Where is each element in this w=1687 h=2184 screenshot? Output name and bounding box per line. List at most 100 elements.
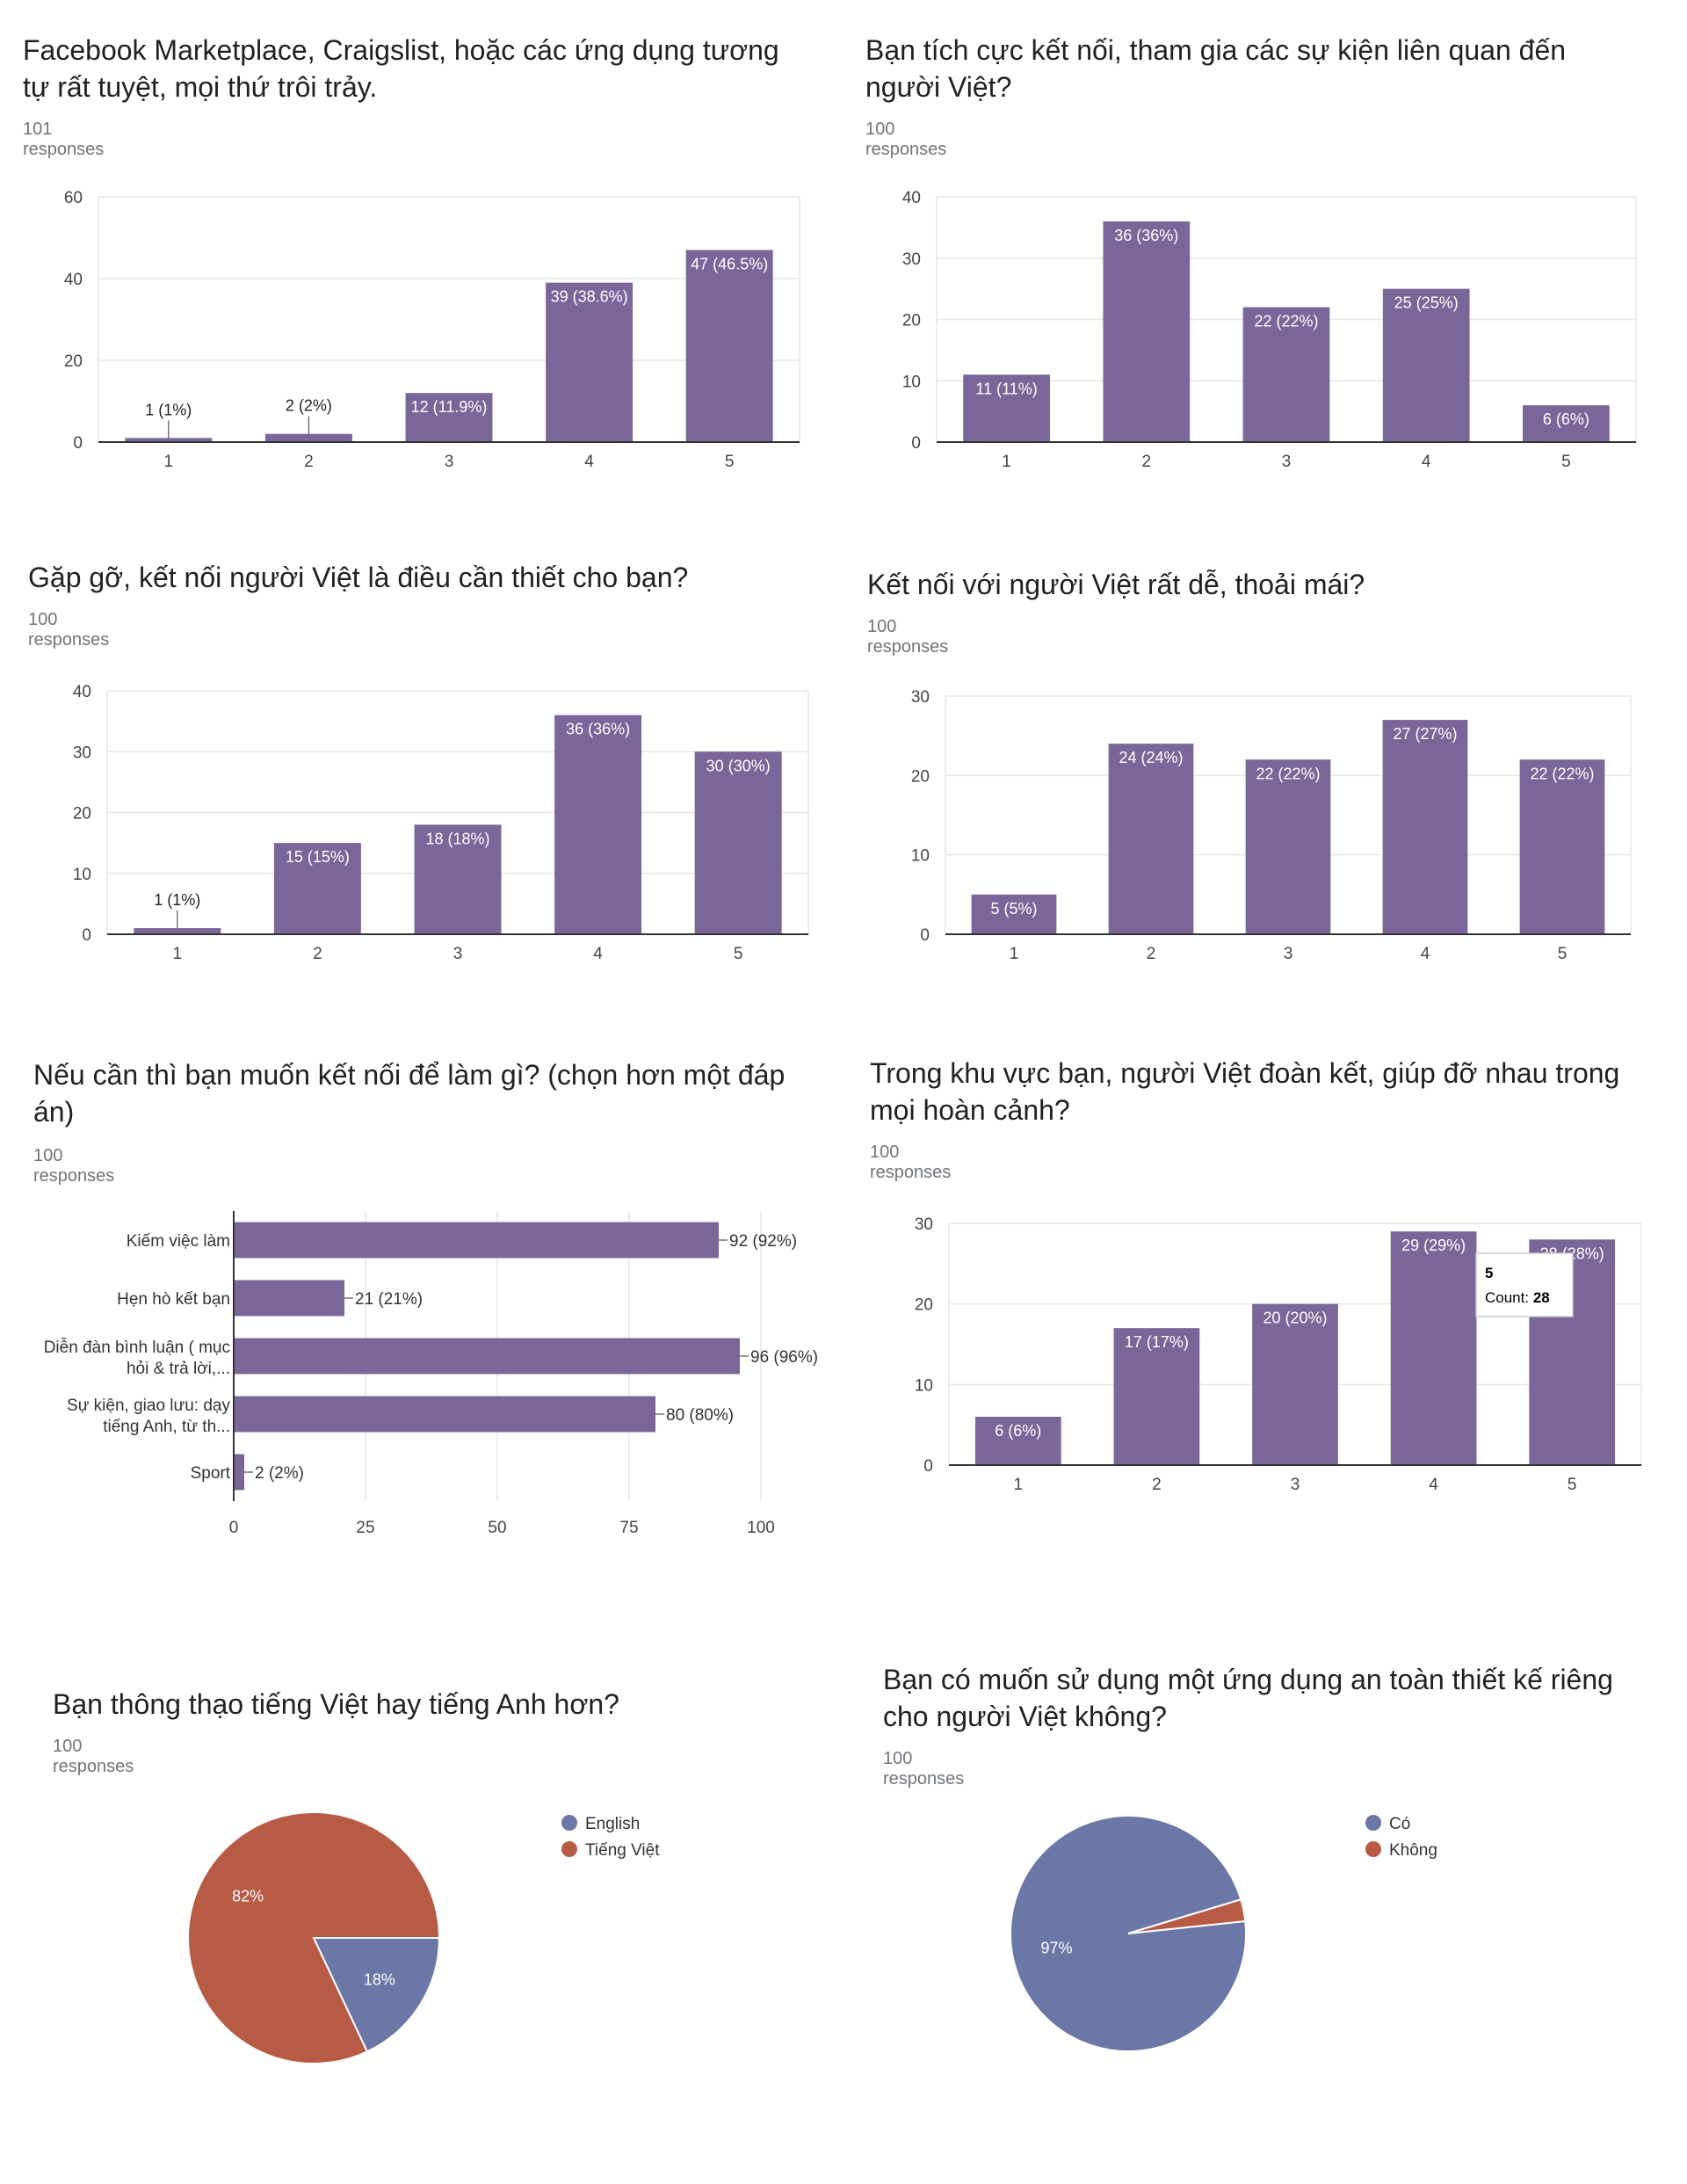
data-label: 2 (2%): [286, 397, 332, 415]
response-count: 101 responses: [23, 120, 105, 159]
data-label: 21 (21%): [355, 1290, 423, 1309]
bar: [234, 1338, 740, 1375]
response-count: 100 responses: [867, 617, 949, 657]
response-count: 100 responses: [865, 120, 947, 159]
x-tick-label: 4: [1429, 1476, 1438, 1494]
bar: [1252, 1303, 1338, 1465]
y-tick-label: 0: [911, 434, 921, 453]
y-tick-label: 20: [73, 805, 91, 824]
response-count: 100 responses: [870, 1143, 952, 1182]
x-tick-label: 50: [488, 1519, 506, 1537]
y-tick-label: 30: [915, 1215, 933, 1234]
x-tick-label: 5: [1558, 945, 1568, 963]
response-count: 100 responses: [883, 1749, 965, 1789]
y-tick-label: 0: [82, 926, 91, 945]
bar: [1382, 720, 1468, 934]
tooltip-category: 5: [1485, 1265, 1493, 1281]
x-tick-label: 1: [173, 945, 183, 963]
y-tick-label: 0: [923, 1457, 933, 1476]
pie-slice: [187, 1811, 441, 2064]
x-tick-label: 0: [229, 1519, 239, 1537]
question-title: Nếu cần thì bạn muốn kết nối để làm gì? …: [33, 1059, 786, 1128]
x-tick-label: 5: [1561, 453, 1571, 471]
y-tick-label: 20: [902, 312, 921, 330]
tooltip-box: [1475, 1252, 1574, 1317]
y-tick-label: 10: [902, 373, 921, 391]
response-count: 100 responses: [33, 1146, 115, 1186]
bar: [405, 393, 493, 442]
x-tick-label: 25: [356, 1519, 374, 1537]
category-label: Sport: [191, 1464, 231, 1483]
x-tick-label: 3: [1291, 1476, 1300, 1494]
data-label: 11 (11%): [975, 380, 1037, 397]
bar: [1245, 759, 1331, 934]
slice-label: 18%: [364, 1971, 395, 1989]
data-label: 30 (30%): [706, 757, 771, 774]
bar: [273, 843, 361, 934]
x-tick-label: 3: [445, 453, 454, 471]
legend-swatch: [1365, 1841, 1381, 1857]
bar: [554, 715, 642, 934]
category-label: Diễn đàn bình luận ( mục: [44, 1338, 230, 1357]
bar: [971, 894, 1057, 934]
question-title: Facebook Marketplace, Craigslist, hoặc c…: [23, 34, 779, 103]
x-tick-label: 5: [734, 945, 743, 963]
y-tick-label: 60: [64, 189, 83, 207]
x-tick-label: 100: [747, 1519, 775, 1537]
x-tick-label: 75: [619, 1519, 638, 1537]
x-tick-label: 3: [1284, 945, 1293, 963]
y-tick-label: 20: [915, 1296, 933, 1315]
data-label: 39 (38.6%): [551, 288, 628, 306]
data-label: 22 (22%): [1530, 765, 1594, 782]
data-label: 22 (22%): [1256, 765, 1320, 782]
x-tick-label: 5: [1568, 1476, 1577, 1494]
y-tick-label: 10: [915, 1376, 933, 1395]
category-label: Hẹn hò kết bạn: [117, 1290, 230, 1309]
question-title: Bạn tích cực kết nối, tham gia các sự ki…: [865, 34, 1567, 103]
data-label: 15 (15%): [286, 848, 350, 866]
pie-slice: [312, 1937, 441, 2053]
x-tick-label: 1: [1010, 945, 1019, 963]
y-tick-label: 40: [902, 189, 921, 207]
question-title: Trong khu vực bạn, người Việt đoàn kết, …: [870, 1057, 1620, 1126]
slice-label: 97%: [1041, 1939, 1073, 1956]
category-label: Sự kiện, giao lưu: dạy: [67, 1397, 230, 1415]
legend-label: Không: [1389, 1841, 1437, 1860]
response-count: 100 responses: [53, 1737, 134, 1776]
data-label: 92 (92%): [729, 1232, 797, 1251]
bar: [234, 1222, 719, 1259]
bar: [1523, 405, 1610, 442]
bar: [134, 928, 221, 934]
bar: [694, 751, 782, 934]
data-label: 27 (27%): [1393, 725, 1457, 743]
data-label: 96 (96%): [750, 1348, 818, 1367]
category-label: tiếng Anh, từ th...: [103, 1418, 230, 1436]
x-tick-label: 3: [453, 945, 463, 963]
x-tick-label: 4: [593, 945, 603, 963]
bar: [974, 1417, 1061, 1465]
data-label: 20 (20%): [1263, 1310, 1327, 1327]
bar: [546, 282, 634, 442]
y-tick-label: 30: [911, 688, 930, 707]
bar: [264, 433, 352, 442]
question-title: Kết nối với người Việt rất dễ, thoải mái…: [867, 569, 1365, 600]
y-tick-label: 40: [64, 271, 83, 289]
x-tick-label: 2: [304, 453, 314, 471]
legend-swatch: [561, 1841, 577, 1857]
y-tick-label: 30: [73, 744, 91, 762]
x-tick-label: 1: [1014, 1476, 1024, 1494]
y-tick-label: 0: [920, 926, 930, 945]
legend-label: English: [585, 1815, 640, 1833]
x-tick-label: 1: [1002, 453, 1011, 471]
x-tick-label: 3: [1282, 453, 1292, 471]
category-label: Kiếm việc làm: [127, 1232, 230, 1251]
x-tick-label: 2: [1152, 1476, 1162, 1494]
data-label: 22 (22%): [1254, 313, 1318, 330]
question-title: Gặp gỡ, kết nối người Việt là điều cần t…: [28, 562, 689, 593]
x-tick-label: 5: [725, 453, 735, 471]
legend-label: Có: [1389, 1815, 1410, 1833]
data-label: 1 (1%): [145, 401, 192, 418]
pie-slice: [1127, 1898, 1247, 1934]
x-tick-label: 2: [1142, 453, 1152, 471]
